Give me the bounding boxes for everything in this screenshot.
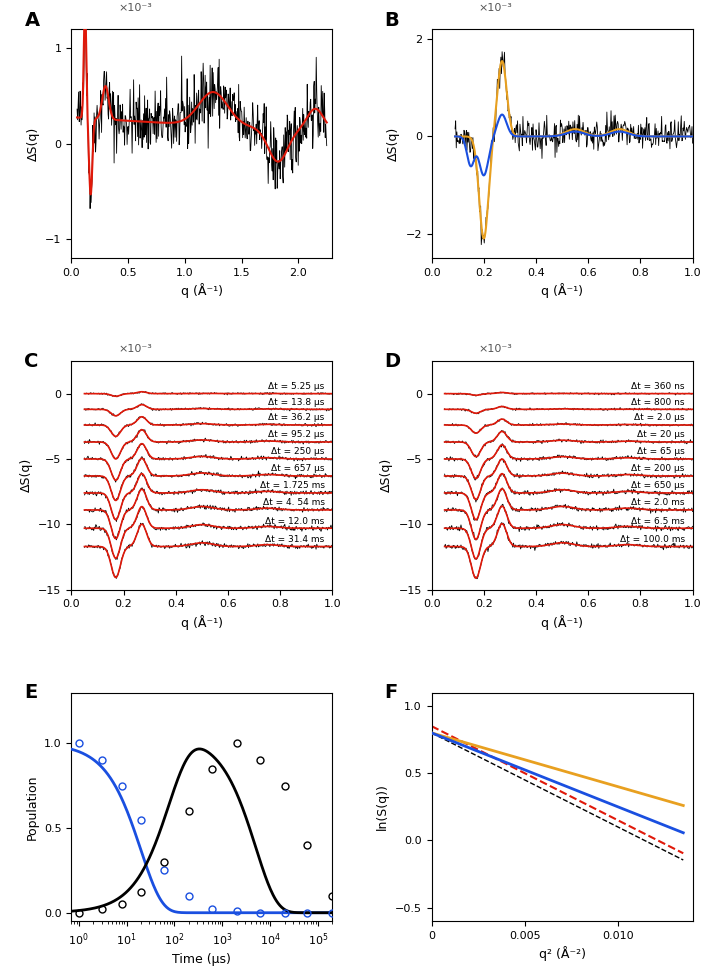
X-axis label: q (Å⁻¹): q (Å⁻¹) (181, 614, 223, 630)
Text: D: D (385, 352, 401, 370)
Text: ×10⁻³: ×10⁻³ (478, 3, 513, 13)
Text: Δt = 100.0 ms: Δt = 100.0 ms (620, 535, 685, 544)
Text: Δt = 5.25 μs: Δt = 5.25 μs (268, 382, 325, 391)
Y-axis label: ln(S(q)): ln(S(q)) (376, 783, 389, 830)
Text: Δt = 31.4 ms: Δt = 31.4 ms (266, 535, 325, 544)
Text: F: F (385, 683, 398, 703)
Y-axis label: ΔS(q): ΔS(q) (20, 459, 33, 492)
Text: C: C (24, 352, 39, 370)
Text: Δt = 2.0 ms: Δt = 2.0 ms (631, 498, 685, 508)
Text: Δt = 800 ns: Δt = 800 ns (631, 398, 685, 407)
Text: Δt = 6.5 ms: Δt = 6.5 ms (631, 516, 685, 525)
X-axis label: q (Å⁻¹): q (Å⁻¹) (541, 283, 583, 298)
X-axis label: Time (μs): Time (μs) (173, 954, 231, 966)
X-axis label: q² (Å⁻²): q² (Å⁻²) (538, 947, 585, 961)
Text: E: E (24, 683, 38, 703)
Text: Δt = 657 μs: Δt = 657 μs (271, 465, 325, 473)
Text: Δt = 65 μs: Δt = 65 μs (637, 447, 685, 457)
X-axis label: q (Å⁻¹): q (Å⁻¹) (181, 283, 223, 298)
X-axis label: q (Å⁻¹): q (Å⁻¹) (541, 614, 583, 630)
Y-axis label: ΔS(q): ΔS(q) (26, 126, 40, 161)
Text: ×10⁻³: ×10⁻³ (119, 344, 152, 354)
Text: Δt = 650 μs: Δt = 650 μs (631, 481, 685, 490)
Text: Δt = 250 μs: Δt = 250 μs (271, 447, 325, 457)
Text: Δt = 1.725 ms: Δt = 1.725 ms (260, 481, 325, 490)
Text: ×10⁻³: ×10⁻³ (119, 3, 152, 13)
Text: Δt = 20 μs: Δt = 20 μs (637, 430, 685, 439)
Text: Δt = 200 μs: Δt = 200 μs (631, 465, 685, 473)
Text: B: B (385, 11, 399, 30)
Y-axis label: ΔS(q): ΔS(q) (380, 459, 393, 492)
Text: Δt = 12.0 ms: Δt = 12.0 ms (266, 516, 325, 525)
Text: A: A (24, 11, 39, 30)
Text: Δt = 2.0 μs: Δt = 2.0 μs (634, 414, 685, 422)
Text: Δt = 4. 54 ms: Δt = 4. 54 ms (263, 498, 325, 508)
Text: Δt = 13.8 μs: Δt = 13.8 μs (268, 398, 325, 407)
Text: ×10⁻³: ×10⁻³ (478, 344, 513, 354)
Text: Δt = 360 ns: Δt = 360 ns (631, 382, 685, 391)
Text: Δt = 36.2 μs: Δt = 36.2 μs (268, 414, 325, 422)
Y-axis label: ΔS(q): ΔS(q) (387, 126, 400, 161)
Text: Δt = 95.2 μs: Δt = 95.2 μs (268, 430, 325, 439)
Y-axis label: Population: Population (26, 774, 39, 840)
